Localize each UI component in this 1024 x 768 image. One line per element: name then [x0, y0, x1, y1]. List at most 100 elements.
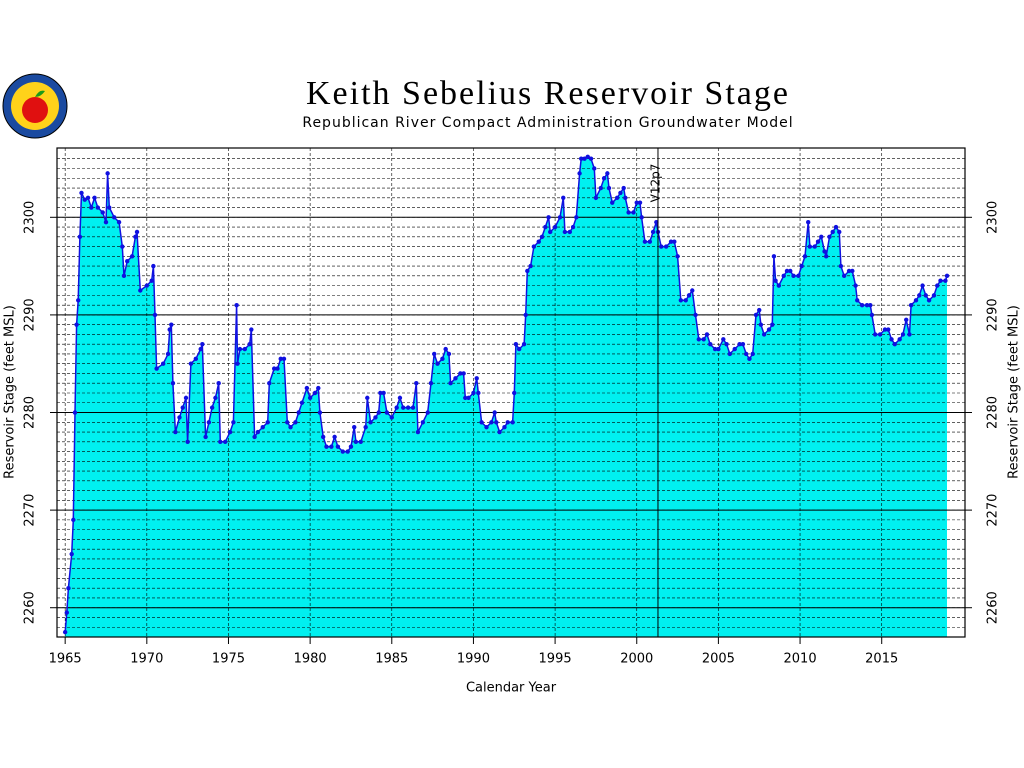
point — [105, 171, 110, 176]
point — [601, 176, 607, 181]
point — [747, 356, 752, 362]
point — [659, 244, 664, 249]
point — [353, 439, 359, 444]
point — [837, 229, 842, 235]
y2-axis-label: Reservoir Stage (feet MSL) — [1007, 305, 1022, 479]
point — [920, 283, 925, 288]
point — [79, 190, 84, 196]
point — [562, 229, 568, 235]
point — [169, 322, 174, 327]
point — [513, 341, 519, 347]
point — [672, 239, 677, 244]
y-axis-label: Reservoir Stage (feet MSL) — [3, 305, 18, 479]
point — [650, 229, 656, 235]
point — [381, 390, 386, 396]
point — [278, 356, 283, 362]
point — [536, 239, 541, 244]
point — [160, 361, 166, 366]
point — [944, 273, 950, 279]
point — [631, 210, 636, 215]
point — [249, 327, 254, 332]
point — [133, 234, 138, 240]
point — [332, 434, 337, 440]
point — [931, 293, 937, 298]
point — [516, 346, 522, 352]
point — [183, 395, 189, 401]
point — [796, 273, 801, 279]
point — [410, 405, 416, 410]
point — [605, 171, 610, 176]
point — [582, 156, 587, 161]
point — [598, 185, 604, 191]
point — [345, 449, 350, 454]
point — [384, 410, 390, 415]
point — [72, 410, 78, 415]
point — [293, 420, 298, 425]
point — [823, 254, 829, 259]
point — [773, 278, 778, 283]
point — [365, 395, 370, 401]
x-tick-label: 2000 — [620, 652, 653, 667]
point — [642, 239, 648, 244]
point — [917, 293, 922, 298]
point — [281, 356, 287, 362]
point — [260, 424, 265, 430]
point — [758, 322, 764, 327]
point — [62, 629, 68, 635]
point — [546, 215, 551, 220]
point — [683, 298, 688, 303]
point — [234, 302, 239, 308]
x-tick-label: 2015 — [865, 652, 898, 667]
point — [585, 154, 590, 159]
point — [740, 341, 746, 347]
point — [324, 444, 329, 449]
point — [420, 420, 426, 425]
point — [144, 283, 150, 288]
point — [634, 200, 639, 205]
x-tick-label: 1965 — [49, 652, 82, 667]
point — [716, 346, 721, 352]
point — [71, 517, 76, 523]
y-tick-label: 2260 — [23, 591, 38, 624]
point — [466, 395, 471, 401]
point — [610, 200, 615, 205]
point — [415, 429, 421, 435]
point — [461, 371, 466, 376]
point — [704, 332, 710, 337]
y2-tick-label: 2270 — [986, 494, 1001, 527]
point — [561, 195, 566, 200]
point — [216, 381, 221, 386]
point — [926, 298, 932, 303]
point — [907, 332, 912, 337]
point — [352, 424, 357, 430]
point — [193, 356, 199, 362]
annotation: V12p7 — [648, 164, 662, 203]
point — [868, 302, 873, 308]
point — [701, 337, 706, 342]
point — [203, 434, 208, 440]
y-tick-label: 2270 — [23, 494, 38, 527]
point — [872, 332, 878, 337]
point — [577, 171, 582, 176]
point — [757, 307, 762, 313]
point — [766, 327, 772, 332]
y2-tick-label: 2290 — [986, 298, 1001, 331]
point — [405, 405, 411, 410]
point — [237, 346, 243, 352]
point — [69, 551, 74, 557]
point — [567, 229, 572, 235]
point — [471, 390, 476, 396]
point — [89, 205, 94, 210]
point — [686, 293, 692, 298]
point — [235, 361, 240, 366]
point — [521, 341, 527, 347]
point — [152, 312, 158, 318]
point — [77, 234, 83, 240]
area — [65, 156, 947, 638]
chart-title: Keith Sebelius Reservoir Stage — [306, 75, 790, 112]
point — [255, 429, 261, 435]
point — [206, 420, 212, 425]
point — [693, 312, 698, 318]
y-tick-label: 2280 — [23, 396, 38, 429]
